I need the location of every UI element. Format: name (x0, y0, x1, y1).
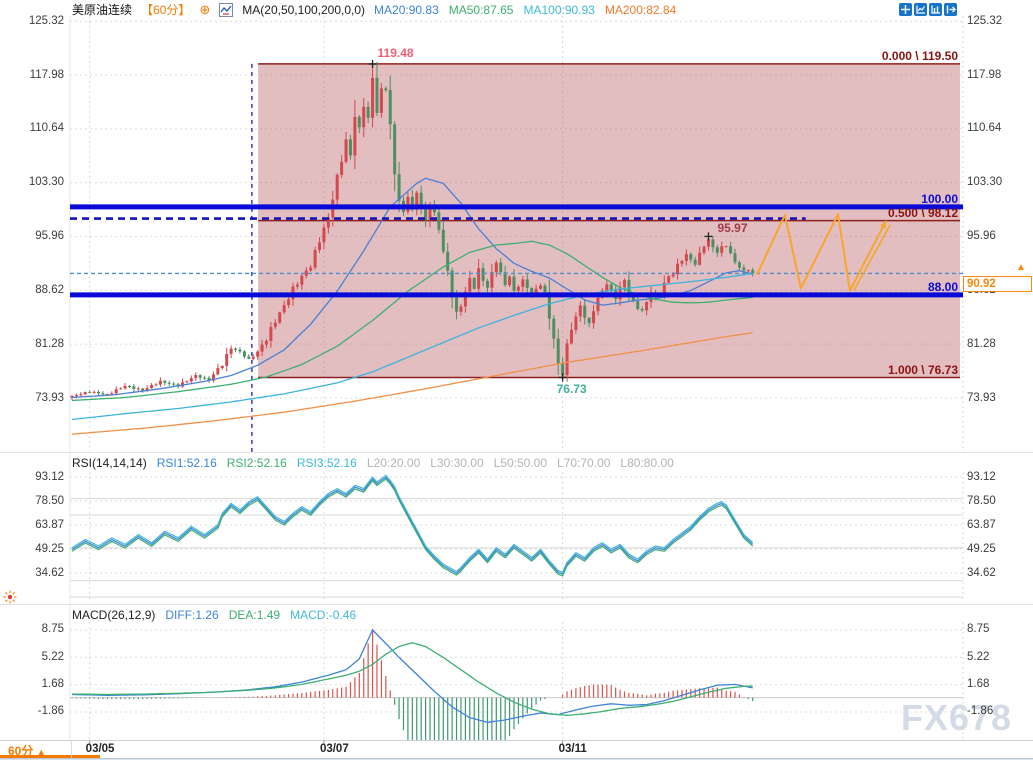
watermark: FX678 (901, 697, 1013, 738)
popout-icon[interactable] (944, 3, 957, 16)
y-axis-label: 95.96 (35, 229, 64, 242)
rsi-value-label: L30:30.00 (430, 456, 484, 470)
rsi-value-label: RSI2:52.16 (226, 456, 287, 470)
ma-value-label: MA50:87.65 (448, 2, 514, 17)
axis-chart-icon[interactable] (914, 3, 927, 16)
y-axis-label: 78.50 (35, 494, 64, 507)
y-axis-label: 95.96 (967, 229, 996, 242)
ma-values-group: MA20:90.83 MA50:87.65 MA100:90.93 MA200:82.… (374, 3, 676, 17)
y-axis-label: 63.87 (967, 518, 996, 531)
y-axis-label: 110.64 (29, 122, 64, 135)
y-axis-label: 78.50 (967, 494, 996, 507)
y-axis-label: 110.64 (967, 122, 1002, 135)
date-label: 03/05 (85, 743, 115, 755)
ma-value-label: MA200:82.84 (604, 2, 677, 17)
y-axis-label: 117.98 (967, 68, 1002, 81)
date-label: 03/07 (319, 743, 349, 755)
chart-toolbar (899, 3, 957, 16)
price-up-arrow-icon: ▲ (1016, 262, 1026, 274)
tab-divider (71, 741, 72, 758)
rsi-values-group: RSI1:52.16 RSI2:52.16 RSI3:52.16 L20:20.00 L… (157, 456, 674, 470)
price-level-label: 100.00 (921, 191, 958, 206)
macd-values-group: DIFF:1.26 DEA:1.49 MACD:-0.46 (165, 608, 356, 622)
period-tab-underline (0, 755, 100, 758)
y-axis-label: -1.86 (967, 705, 994, 718)
y-axis-label: 88.62 (35, 283, 64, 296)
y-axis-label: 5.22 (41, 650, 64, 663)
rsi-value-label: RSI1:52.16 (156, 456, 217, 470)
y-axis-label: 93.12 (967, 470, 996, 483)
y-axis-label: 34.62 (35, 566, 64, 579)
y-axis-label: 81.28 (35, 337, 64, 350)
price-level-label: 88.00 (927, 279, 958, 294)
y-axis-label: 49.25 (35, 542, 64, 555)
macd-value-label: DEA:1.49 (228, 608, 281, 622)
chevron-up-icon: ▲ (36, 747, 46, 757)
symbol-title: 美原油连续 (72, 3, 133, 17)
rsi-title: RSI(14,14,14) (72, 456, 147, 470)
y-axis-label: 117.98 (29, 68, 64, 81)
low-annotation: 76.73 (556, 381, 587, 396)
rsi-value-label: L50:50.00 (493, 456, 548, 470)
y-axis-label: 1.68 (41, 678, 64, 691)
period-tab[interactable]: 60分 ▲ (8, 744, 46, 758)
y-axis-label: 93.12 (35, 470, 64, 483)
y-axis-label: 63.87 (35, 518, 64, 531)
y-axis-label: 5.22 (967, 650, 990, 663)
fib-label: 1.000 \ 76.73 (887, 362, 958, 377)
chart-type-icon[interactable] (219, 2, 234, 17)
bar-chart-icon[interactable] (929, 3, 942, 16)
rsi-value-label: L80:80.00 (620, 456, 674, 470)
period-label[interactable]: 【60分】 (141, 3, 191, 17)
fib-label: 0.000 \ 119.50 (881, 48, 958, 63)
last-price-tag: 90.92 (963, 276, 1032, 293)
macd-title: MACD(26,12,9) (72, 608, 156, 622)
macd-header: MACD(26,12,9) DIFF:1.26 DEA:1.49 MACD:-0.4… (72, 608, 356, 622)
high-annotation: 119.48 (377, 46, 414, 60)
macd-value-label: DIFF:1.26 (165, 608, 219, 622)
y-axis-label: 103.30 (28, 176, 64, 189)
y-axis-label: 103.30 (967, 176, 1003, 189)
rsi-value-label: L20:20.00 (366, 456, 421, 470)
ma-settings-label: MA(20,50,100,200,0,0) (242, 2, 366, 17)
y-axis-label: 8.75 (967, 623, 990, 636)
rsi-value-label: L70:70.00 (557, 456, 611, 470)
chart-header: 美原油连续 【60分】 ⊕ MA(20,50,100,200,0,0) MA20… (72, 2, 676, 17)
y-axis-label: 8.75 (41, 623, 64, 636)
y-axis-label: 81.28 (967, 337, 996, 350)
add-indicator-icon[interactable]: ⊕ (199, 1, 211, 17)
rsi-header: RSI(14,14,14) RSI1:52.16 RSI2:52.16 RSI3:5… (72, 456, 674, 470)
swing-high-annotation: 95.97 (717, 221, 748, 236)
sun-icon[interactable] (2, 589, 18, 610)
date-label: 03/11 (558, 743, 587, 755)
ma-value-label: MA100:90.93 (523, 2, 595, 17)
y-axis-label: 1.68 (967, 678, 990, 691)
ma-value-label: MA20:90.83 (374, 2, 439, 17)
y-axis-label: 49.25 (967, 542, 996, 555)
y-axis-label: 34.62 (967, 566, 996, 579)
y-axis-label: -1.86 (37, 705, 64, 718)
y-axis-label: 125.32 (967, 14, 1003, 27)
macd-value-label: MACD:-0.46 (290, 608, 357, 622)
rsi-value-label: RSI3:52.16 (296, 456, 357, 470)
pan-icon[interactable] (899, 3, 912, 16)
fib-label: 0.500 \ 98.12 (887, 205, 958, 220)
y-axis-label: 73.93 (35, 391, 64, 404)
y-axis-label: 73.93 (967, 391, 996, 404)
y-axis-label: 125.32 (28, 14, 64, 27)
